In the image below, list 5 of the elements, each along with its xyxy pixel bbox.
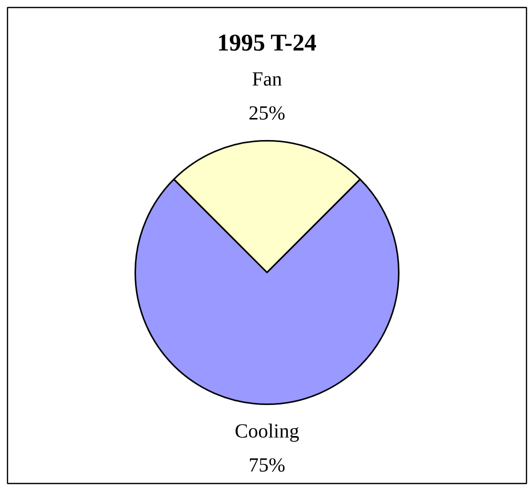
chart-title: 1995 T-24 [217,30,316,56]
slice-label: Fan [252,68,282,90]
slice-label: Cooling [234,420,300,442]
data-label: 25% [248,102,286,124]
data-label: 75% [248,454,286,476]
